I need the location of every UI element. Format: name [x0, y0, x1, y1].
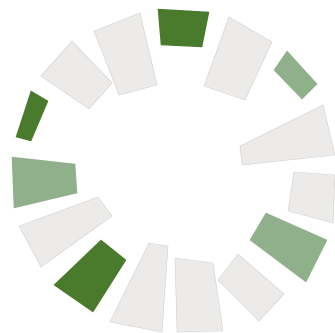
- segment-right-long: [239, 104, 335, 166]
- segment-upper-left: [40, 40, 113, 110]
- segment-left-upper: [15, 90, 49, 142]
- segment-right-lower: [287, 171, 335, 224]
- segment-lower-right: [249, 212, 328, 283]
- segment-lower-left: [18, 196, 113, 268]
- segment-bottom-left-center: [109, 242, 169, 333]
- segment-upper-right: [203, 16, 273, 101]
- segment-bottom-right: [217, 253, 285, 322]
- segment-top: [157, 8, 210, 48]
- segment-right-small: [273, 50, 318, 100]
- segment-bottom-center: [174, 257, 224, 333]
- segment-bottom-left: [53, 239, 127, 313]
- segment-top-left: [93, 12, 158, 96]
- segment-left: [11, 156, 78, 209]
